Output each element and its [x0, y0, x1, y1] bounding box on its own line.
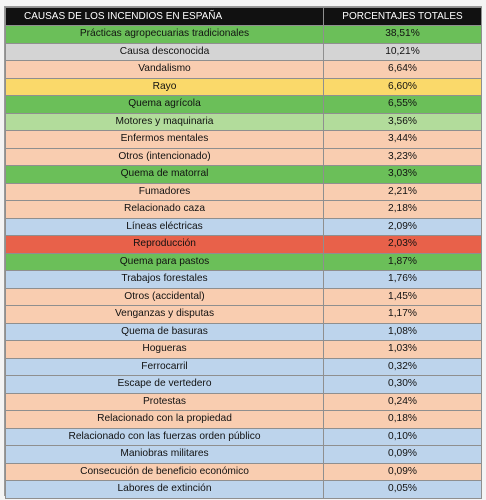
- table-row: Otros (accidental) 1,45%: [5, 287, 482, 306]
- cause-cell: Otros (accidental): [5, 287, 324, 306]
- cause-cell: Protestas: [5, 392, 324, 411]
- percentage-cell: 0,09%: [323, 445, 482, 464]
- table-row: Fumadores 2,21%: [5, 182, 482, 201]
- cause-cell: Otros (intencionado): [5, 147, 324, 166]
- table-row: Escape de vertedero 0,30%: [5, 375, 482, 394]
- table-row: Rayo 6,60%: [5, 77, 482, 96]
- table-row: Quema de basuras 1,08%: [5, 322, 482, 341]
- cause-cell: Causa desconocida: [5, 42, 324, 61]
- table-row: Consecución de beneficio económico 0,09%: [5, 462, 482, 481]
- cause-cell: Quema para pastos: [5, 252, 324, 271]
- cause-cell: Quema de matorral: [5, 165, 324, 184]
- cause-cell: Maniobras militares: [5, 445, 324, 464]
- table-row: Hogueras 1,03%: [5, 340, 482, 359]
- percentage-cell: 10,21%: [323, 42, 482, 61]
- table-row: Ferrocarril 0,32%: [5, 357, 482, 376]
- percentage-cell: 6,64%: [323, 60, 482, 79]
- percentage-cell: 1,45%: [323, 287, 482, 306]
- table-row: Quema para pastos 1,87%: [5, 252, 482, 271]
- table-row: Protestas 0,24%: [5, 392, 482, 411]
- cause-cell: Trabajos forestales: [5, 270, 324, 289]
- percentage-cell: 0,10%: [323, 427, 482, 446]
- percentage-cell: 0,24%: [323, 392, 482, 411]
- cause-cell: Motores y maquinaria: [5, 112, 324, 131]
- cause-cell: Relacionado con las fuerzas orden públic…: [5, 427, 324, 446]
- percentage-cell: 3,56%: [323, 112, 482, 131]
- table-row: Motores y maquinaria 3,56%: [5, 112, 482, 131]
- table-row: Relacionado caza 2,18%: [5, 200, 482, 219]
- cause-cell: Enfermos mentales: [5, 130, 324, 149]
- percentage-cell: 6,55%: [323, 95, 482, 114]
- percentage-cell: 1,08%: [323, 322, 482, 341]
- table-body: Prácticas agropecuarias tradicionales 38,…: [5, 25, 482, 499]
- table-frame: CAUSAS DE LOS INCENDIOS EN ESPAÑA PORCEN…: [4, 6, 482, 499]
- table-row: Quema de matorral 3,03%: [5, 165, 482, 184]
- percentage-cell: 38,51%: [323, 25, 482, 44]
- percentage-cell: 2,09%: [323, 217, 482, 236]
- column-header-percentages: PORCENTAJES TOTALES: [323, 7, 482, 26]
- cause-cell: Quema de basuras: [5, 322, 324, 341]
- percentage-cell: 2,03%: [323, 235, 482, 254]
- table-row: Prácticas agropecuarias tradicionales 38,…: [5, 25, 482, 44]
- percentage-cell: 3,03%: [323, 165, 482, 184]
- cause-cell: Relacionado con la propiedad: [5, 410, 324, 429]
- cause-cell: Quema agrícola: [5, 95, 324, 114]
- percentage-cell: 0,32%: [323, 357, 482, 376]
- percentage-cell: 6,60%: [323, 77, 482, 96]
- cause-cell: Fumadores: [5, 182, 324, 201]
- cause-cell: Líneas eléctricas: [5, 217, 324, 236]
- cause-cell: Hogueras: [5, 340, 324, 359]
- percentage-cell: 0,18%: [323, 410, 482, 429]
- cause-cell: Reproducción: [5, 235, 324, 254]
- cause-cell: Rayo: [5, 77, 324, 96]
- table-row: Otros (intencionado) 3,23%: [5, 147, 482, 166]
- fire-causes-table: CAUSAS DE LOS INCENDIOS EN ESPAÑA PORCEN…: [5, 7, 482, 499]
- table-row: Relacionado con la propiedad 0,18%: [5, 410, 482, 429]
- cause-cell: Venganzas y disputas: [5, 305, 324, 324]
- percentage-cell: 1,87%: [323, 252, 482, 271]
- percentage-cell: 0,09%: [323, 462, 482, 481]
- percentage-cell: 1,03%: [323, 340, 482, 359]
- table-row: Líneas eléctricas 2,09%: [5, 217, 482, 236]
- cause-cell: Consecución de beneficio económico: [5, 462, 324, 481]
- table-row: Venganzas y disputas 1,17%: [5, 305, 482, 324]
- percentage-cell: 3,23%: [323, 147, 482, 166]
- table-row: Trabajos forestales 1,76%: [5, 270, 482, 289]
- cause-cell: Escape de vertedero: [5, 375, 324, 394]
- percentage-cell: 2,18%: [323, 200, 482, 219]
- cause-cell: Relacionado caza: [5, 200, 324, 219]
- table-row: Labores de extinción 0,05%: [5, 480, 482, 499]
- percentage-cell: 0,30%: [323, 375, 482, 394]
- table-row: Maniobras militares 0,09%: [5, 445, 482, 464]
- percentage-cell: 2,21%: [323, 182, 482, 201]
- table-row: Quema agrícola 6,55%: [5, 95, 482, 114]
- table-row: Causa desconocida 10,21%: [5, 42, 482, 61]
- table-row: Reproducción 2,03%: [5, 235, 482, 254]
- table-row: Vandalismo 6,64%: [5, 60, 482, 79]
- cause-cell: Prácticas agropecuarias tradicionales: [5, 25, 324, 44]
- cause-cell: Ferrocarril: [5, 357, 324, 376]
- cause-cell: Vandalismo: [5, 60, 324, 79]
- percentage-cell: 1,17%: [323, 305, 482, 324]
- percentage-cell: 3,44%: [323, 130, 482, 149]
- table-row: Enfermos mentales 3,44%: [5, 130, 482, 149]
- cause-cell: Labores de extinción: [5, 480, 324, 499]
- percentage-cell: 1,76%: [323, 270, 482, 289]
- table-row: Relacionado con las fuerzas orden públic…: [5, 427, 482, 446]
- table-header-row: CAUSAS DE LOS INCENDIOS EN ESPAÑA PORCEN…: [5, 7, 482, 26]
- column-header-causes: CAUSAS DE LOS INCENDIOS EN ESPAÑA: [5, 7, 324, 26]
- percentage-cell: 0,05%: [323, 480, 482, 499]
